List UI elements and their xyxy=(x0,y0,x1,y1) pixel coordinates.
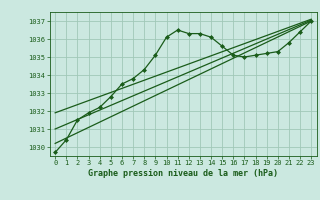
X-axis label: Graphe pression niveau de la mer (hPa): Graphe pression niveau de la mer (hPa) xyxy=(88,169,278,178)
